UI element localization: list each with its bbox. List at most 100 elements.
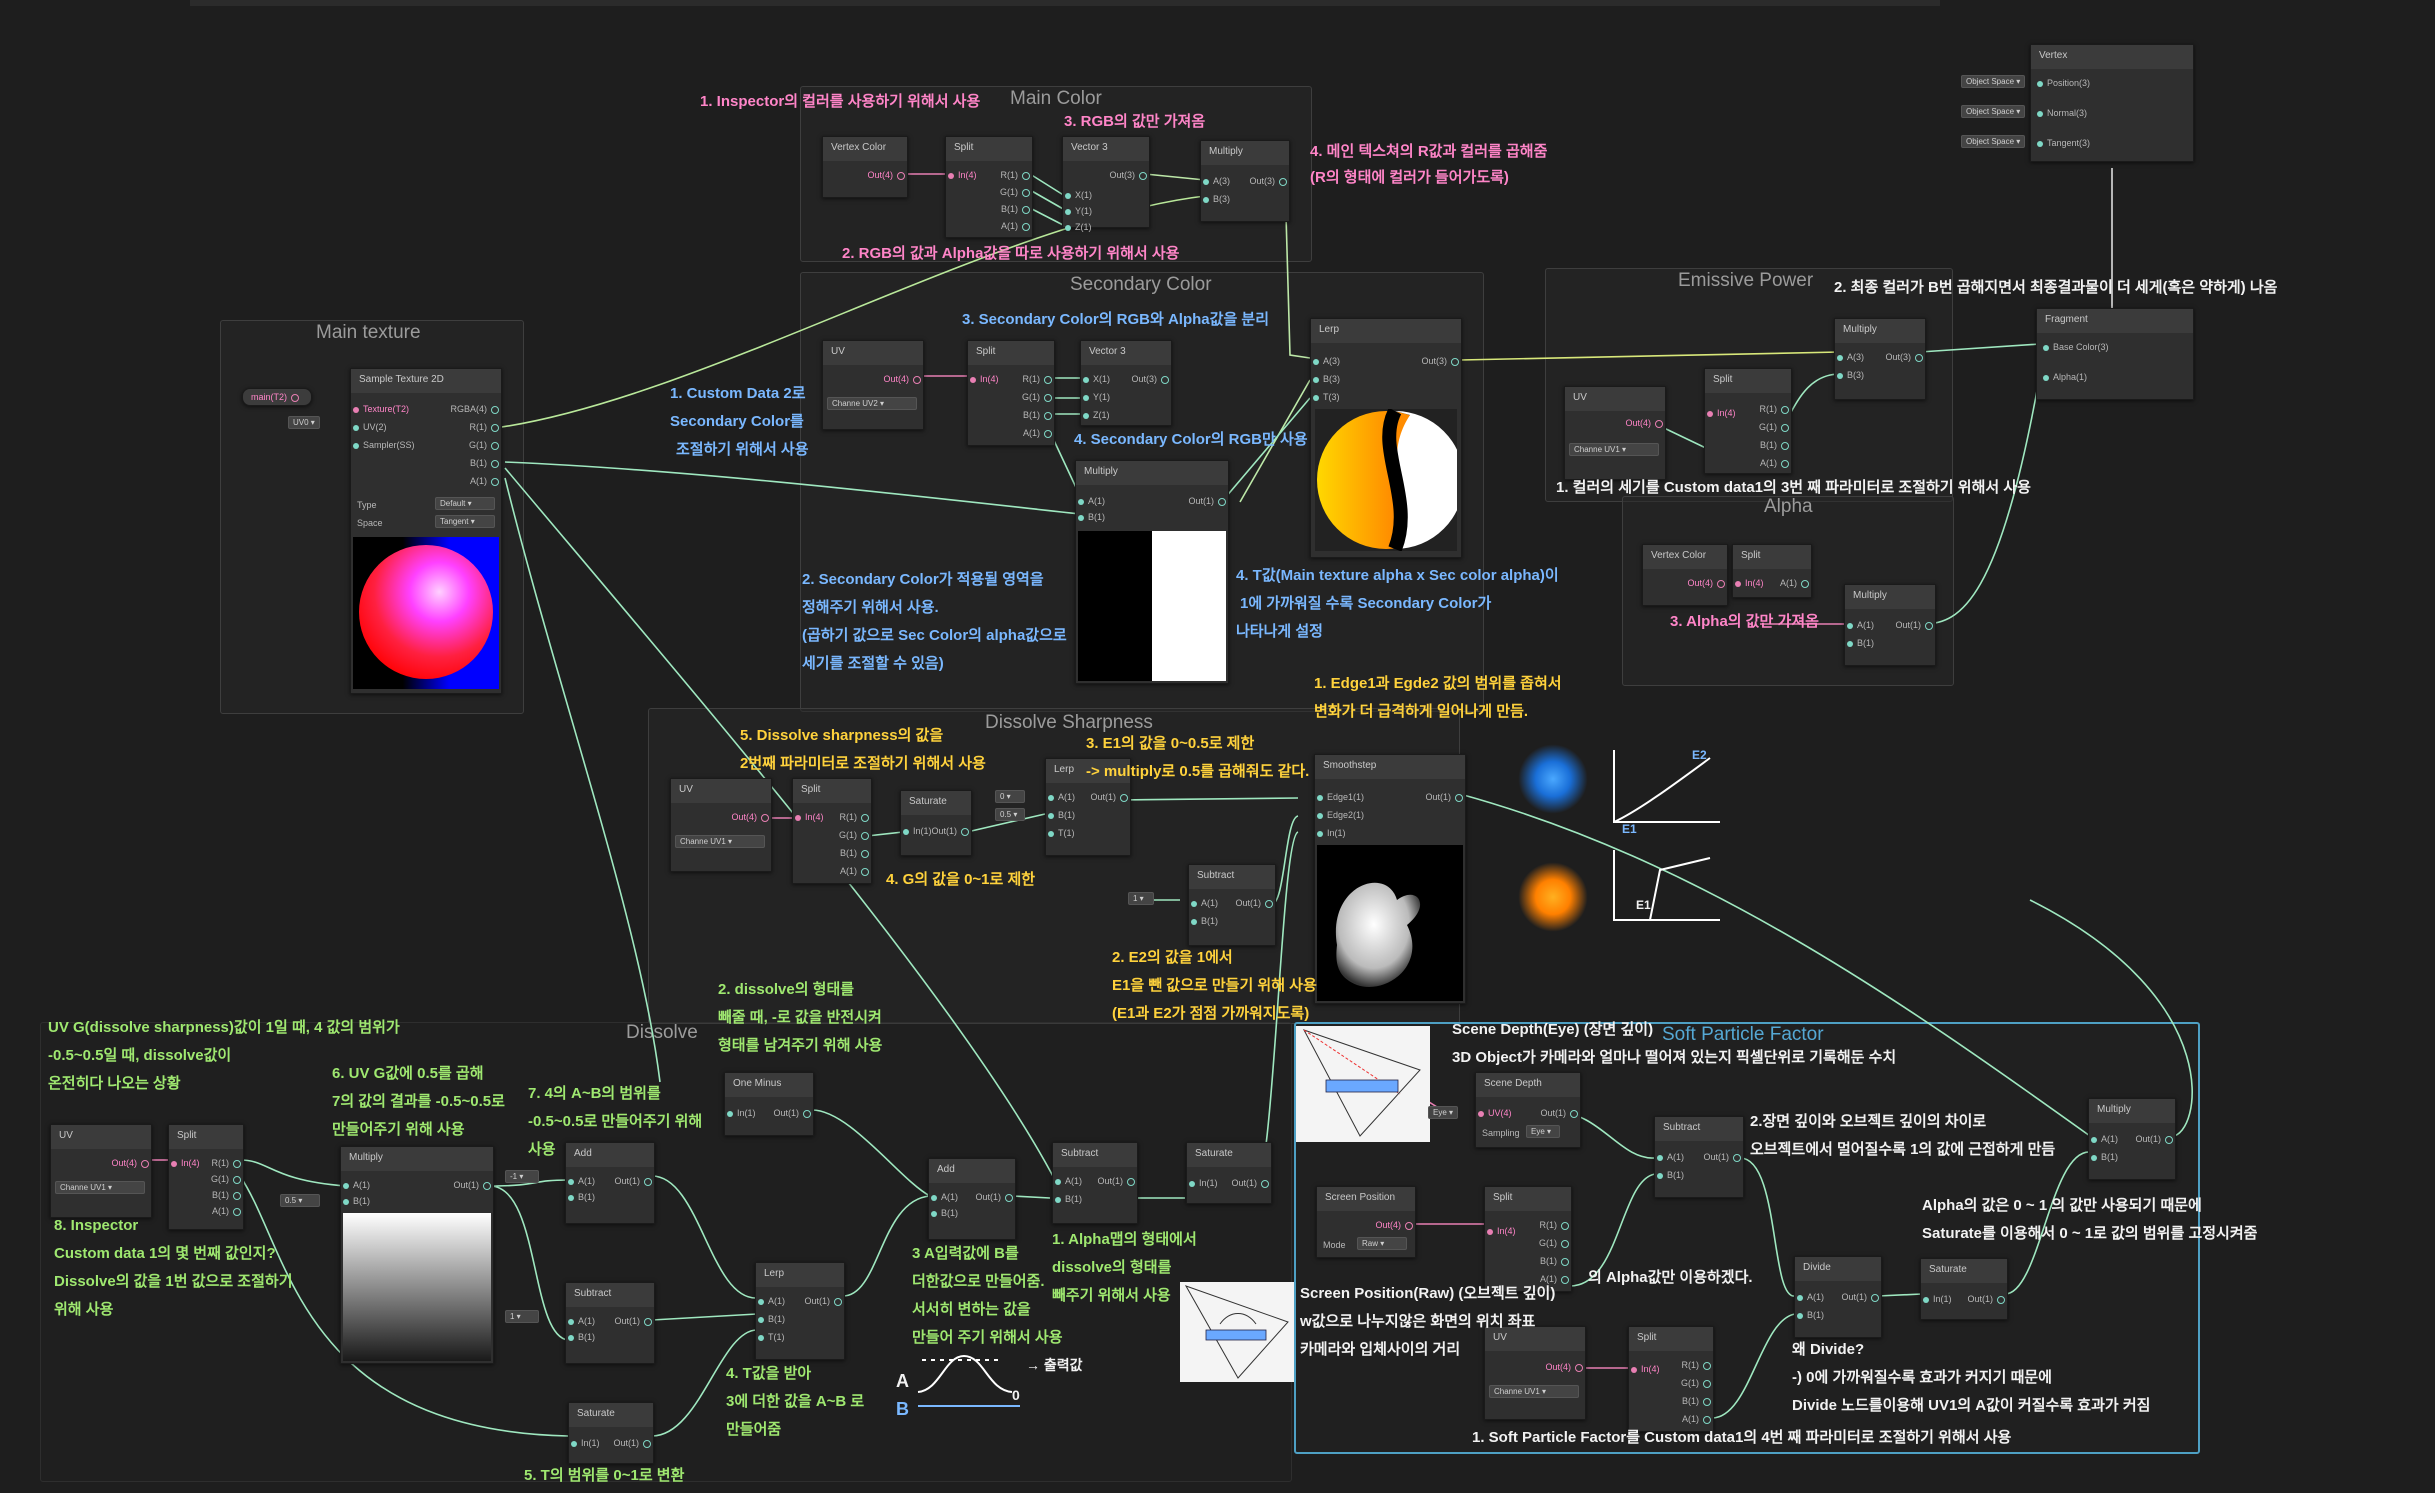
port-base-color[interactable]: Base Color(3) — [2043, 341, 2109, 353]
port-in1[interactable]: In(1) — [1923, 1293, 1952, 1305]
port-in1[interactable]: In(1) — [903, 825, 932, 837]
property-main-t2[interactable]: main(T2) — [251, 391, 299, 403]
port-out1[interactable]: Out(1) — [1841, 1291, 1879, 1303]
port-b1[interactable]: B(1) — [1191, 915, 1218, 927]
port-out4[interactable]: Out(4) — [1625, 417, 1663, 429]
port-y1[interactable]: Y(1) — [1083, 391, 1110, 403]
port-a1[interactable]: A(1) — [931, 1191, 958, 1203]
port-x1[interactable]: X(1) — [1065, 189, 1092, 201]
node-divide[interactable]: Divide A(1) B(1) Out(1) — [1794, 1256, 1882, 1338]
space-dropdown[interactable]: Tangent — [435, 515, 495, 528]
port-y1[interactable]: Y(1) — [1065, 205, 1092, 217]
port-b1[interactable]: B(1) — [1048, 809, 1075, 821]
port-b1[interactable]: B(1) — [1055, 1193, 1082, 1205]
port-a1[interactable]: A(1) — [840, 865, 869, 877]
port-r1[interactable]: R(1) — [1682, 1359, 1712, 1371]
node-vertex-master[interactable]: Vertex Object Space Position(3) Object S… — [1961, 44, 2194, 162]
port-t1[interactable]: T(1) — [758, 1331, 785, 1343]
port-t1[interactable]: T(1) — [1048, 827, 1075, 839]
node-vertex-color[interactable]: Vertex Color Out(4) — [822, 136, 908, 198]
port-in1[interactable]: In(1) — [571, 1437, 600, 1449]
node-vector3-main[interactable]: Vector 3 X(1) Y(1) Z(1) Out(3) — [1062, 136, 1150, 232]
port-normal3[interactable]: Normal(3) — [2037, 107, 2087, 119]
port-b1[interactable]: B(1) — [1540, 1255, 1569, 1267]
port-uv2[interactable]: UV(2) — [353, 421, 387, 433]
port-a1[interactable]: A(1) — [1780, 577, 1809, 589]
node-uv-secondary[interactable]: UV Out(4) Channe UV2 — [822, 340, 924, 430]
port-z1[interactable]: Z(1) — [1083, 409, 1110, 421]
port-out1[interactable]: Out(1) — [1090, 791, 1128, 803]
port-out1[interactable]: Out(1) — [1231, 1177, 1269, 1189]
port-b1[interactable]: B(1) — [1760, 439, 1789, 451]
node-split-emissive[interactable]: Split In(4) R(1) G(1) B(1) A(1) — [1704, 368, 1792, 474]
port-b1[interactable]: B(1) — [1078, 511, 1105, 523]
port-out3[interactable]: Out(3) — [1131, 373, 1169, 385]
port-in1[interactable]: In(1) — [727, 1107, 756, 1119]
type-dropdown[interactable]: Default — [435, 497, 495, 510]
port-out1[interactable]: Out(1) — [931, 825, 969, 837]
node-multiply-main[interactable]: Multiply A(3) B(3) Out(3) — [1200, 140, 1290, 222]
node-uv-dissolve[interactable]: UV Out(4) Channe UV1 — [50, 1124, 152, 1218]
port-b1[interactable]: B(1) — [1682, 1395, 1711, 1407]
port-r1[interactable]: R(1) — [840, 811, 870, 823]
node-subtract-sharpness[interactable]: Subtract A(1) B(1) Out(1) — [1188, 864, 1276, 946]
port-out3[interactable]: Out(3) — [1249, 175, 1287, 187]
node-split-alpha[interactable]: Split In(4) A(1) — [1732, 544, 1812, 598]
port-b1[interactable]: B(1) — [758, 1313, 785, 1325]
port-in4[interactable]: In(4) — [1707, 407, 1736, 419]
port-a1[interactable]: A(1) — [1023, 427, 1052, 439]
channel-dropdown[interactable]: Channe UV1 — [1489, 1385, 1579, 1398]
port-in4[interactable]: In(4) — [1735, 577, 1764, 589]
port-out1[interactable]: Out(1) — [614, 1175, 652, 1187]
node-split-soft[interactable]: Split In(4) R(1) G(1) B(1) A(1) — [1628, 1326, 1714, 1432]
port-tangent3[interactable]: Tangent(3) — [2037, 137, 2090, 149]
port-z1[interactable]: Z(1) — [1065, 221, 1092, 233]
port-g1[interactable]: G(1) — [1681, 1377, 1711, 1389]
node-scene-depth[interactable]: Scene Depth UV(4) Out(1) Sampling Eye — [1475, 1072, 1581, 1148]
port-in1[interactable]: In(1) — [1317, 827, 1346, 839]
port-r1[interactable]: R(1) — [470, 421, 500, 433]
mode-dropdown[interactable]: Raw — [1357, 1237, 1407, 1250]
port-out4[interactable]: Out(4) — [1375, 1219, 1413, 1231]
channel-dropdown[interactable]: Channe UV1 — [675, 835, 765, 848]
port-out4[interactable]: Out(4) — [867, 169, 905, 181]
port-out3[interactable]: Out(3) — [1885, 351, 1923, 363]
node-multiply-dissolve[interactable]: Multiply A(1) B(1) Out(1) — [340, 1146, 494, 1364]
node-saturate-soft[interactable]: Saturate In(1) Out(1) — [1920, 1258, 2008, 1320]
port-out1[interactable]: Out(1) — [1967, 1293, 2005, 1305]
port-b3[interactable]: B(3) — [1313, 373, 1340, 385]
port-out4[interactable]: Out(4) — [883, 373, 921, 385]
node-split-main[interactable]: Split In(4) R(1) G(1) B(1) A(1) — [945, 136, 1033, 238]
node-multiply-secondary[interactable]: Multiply A(1) B(1) Out(1) — [1075, 460, 1229, 684]
node-uv-sharpness[interactable]: UV Out(4) Channe UV1 — [670, 778, 772, 872]
port-b1[interactable]: B(1) — [1797, 1309, 1824, 1321]
channel-dropdown[interactable]: Channe UV1 — [1569, 443, 1659, 456]
port-g1[interactable]: G(1) — [1759, 421, 1789, 433]
port-out1[interactable]: Out(1) — [453, 1179, 491, 1191]
port-g1[interactable]: G(1) — [1000, 186, 1030, 198]
port-out3[interactable]: Out(3) — [1421, 355, 1459, 367]
port-a1[interactable]: A(1) — [568, 1315, 595, 1327]
node-fragment-master[interactable]: Fragment Base Color(3) Alpha(1) — [2036, 308, 2194, 400]
port-out1[interactable]: Out(1) — [613, 1437, 651, 1449]
port-b1[interactable]: B(1) — [343, 1195, 370, 1207]
port-b1[interactable]: B(1) — [1001, 203, 1030, 215]
port-sampler[interactable]: Sampler(SS) — [353, 439, 415, 451]
node-add-range[interactable]: Add A(1) B(1) Out(1) — [565, 1142, 655, 1224]
node-lerp-dissolve[interactable]: Lerp A(1) B(1) T(1) Out(1) — [755, 1262, 845, 1360]
port-t3[interactable]: T(3) — [1313, 391, 1340, 403]
subtract-x-value[interactable]: 1 — [1128, 892, 1154, 905]
node-saturate-dissolve[interactable]: Saturate In(1) Out(1) — [568, 1402, 654, 1464]
port-out1[interactable]: Out(1) — [975, 1191, 1013, 1203]
sampling-dropdown[interactable]: Eye — [1526, 1125, 1560, 1138]
port-g1[interactable]: G(1) — [1022, 391, 1052, 403]
port-a1[interactable]: A(1) — [470, 475, 499, 487]
port-out1[interactable]: Out(1) — [1188, 495, 1226, 507]
port-b1[interactable]: B(1) — [1847, 637, 1874, 649]
port-a3[interactable]: A(3) — [1837, 351, 1864, 363]
port-out1[interactable]: Out(1) — [1235, 897, 1273, 909]
port-out1[interactable]: Out(1) — [1540, 1107, 1578, 1119]
node-saturate-final[interactable]: Saturate In(1) Out(1) — [1186, 1142, 1272, 1204]
port-a1[interactable]: A(1) — [758, 1295, 785, 1307]
node-subtract-range[interactable]: Subtract A(1) B(1) Out(1) — [565, 1282, 655, 1364]
